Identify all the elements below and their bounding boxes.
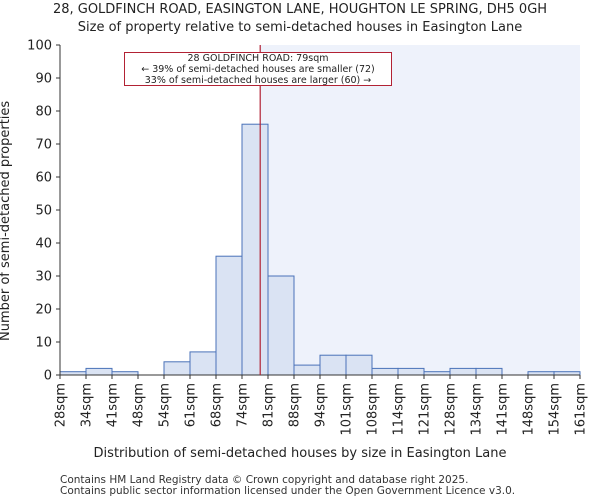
- annotation-line-1: 28 GOLDFINCH ROAD: 79sqm: [187, 53, 329, 64]
- histogram-bar: [293, 364, 321, 376]
- x-tick-label: 94sqm: [314, 383, 329, 427]
- x-tick-label: 101sqm: [340, 383, 355, 436]
- x-tick-label: 161sqm: [574, 383, 589, 436]
- histogram-bar: [267, 275, 295, 376]
- histogram-bar: [449, 367, 477, 376]
- x-tick-label: 148sqm: [522, 383, 537, 436]
- y-tick-label: 50: [35, 204, 52, 219]
- y-axis-label: Number of semi-detached properties: [0, 100, 13, 341]
- x-tick-label: 54sqm: [158, 383, 173, 427]
- y-tick-label: 40: [35, 237, 52, 252]
- y-tick-label: 70: [35, 138, 52, 153]
- histogram-bar: [163, 361, 191, 376]
- x-tick-label: 68sqm: [210, 383, 225, 427]
- x-tick-label: 81sqm: [262, 383, 277, 427]
- x-tick-label: 74sqm: [236, 383, 251, 427]
- y-tick-label: 60: [35, 171, 52, 186]
- x-tick-label: 88sqm: [288, 383, 303, 427]
- histogram-bar: [397, 367, 425, 376]
- x-tick-label: 121sqm: [418, 383, 433, 436]
- annotation-line-2: ← 39% of semi-detached houses are smalle…: [141, 64, 375, 75]
- footer-licence: Contains public sector information licen…: [60, 485, 516, 497]
- footer-copyright: Contains HM Land Registry data © Crown c…: [60, 474, 469, 486]
- annotation-line-3: 33% of semi-detached houses are larger (…: [144, 75, 372, 86]
- x-tick-label: 48sqm: [132, 383, 147, 427]
- y-tick-label: 90: [35, 72, 52, 87]
- histogram-bar: [215, 255, 243, 376]
- y-tick-label: 10: [35, 336, 52, 351]
- y-tick-label: 0: [44, 369, 52, 384]
- x-tick-label: 41sqm: [106, 383, 121, 427]
- chart-title-address: 28, GOLDFINCH ROAD, EASINGTON LANE, HOUG…: [52, 2, 548, 17]
- histogram-bar: [319, 354, 347, 376]
- property-annotation: 28 GOLDFINCH ROAD: 79sqm ← 39% of semi-d…: [124, 52, 392, 86]
- x-tick-label: 34sqm: [80, 383, 95, 427]
- x-tick-label: 108sqm: [366, 383, 381, 436]
- histogram-bar: [371, 367, 399, 376]
- histogram-bar: [85, 367, 113, 376]
- y-tick-label: 100: [27, 39, 52, 54]
- x-tick-label: 154sqm: [548, 383, 563, 436]
- y-tick-label: 80: [35, 105, 52, 120]
- histogram-bar: [475, 367, 503, 376]
- histogram-bar: [189, 351, 217, 376]
- chart-title: Size of property relative to semi-detach…: [77, 20, 523, 35]
- larger-region-shade: [260, 45, 580, 375]
- histogram-bar: [345, 354, 373, 376]
- x-tick-label: 28sqm: [54, 383, 69, 427]
- x-tick-label: 128sqm: [444, 383, 459, 436]
- x-tick-label: 114sqm: [392, 383, 407, 436]
- x-tick-label: 61sqm: [184, 383, 199, 427]
- histogram-bar: [241, 123, 269, 376]
- y-tick-label: 30: [35, 270, 52, 285]
- y-tick-label: 20: [35, 303, 52, 318]
- x-tick-label: 141sqm: [496, 383, 511, 436]
- x-axis-label: Distribution of semi-detached houses by …: [93, 446, 507, 461]
- x-tick-label: 134sqm: [470, 383, 485, 436]
